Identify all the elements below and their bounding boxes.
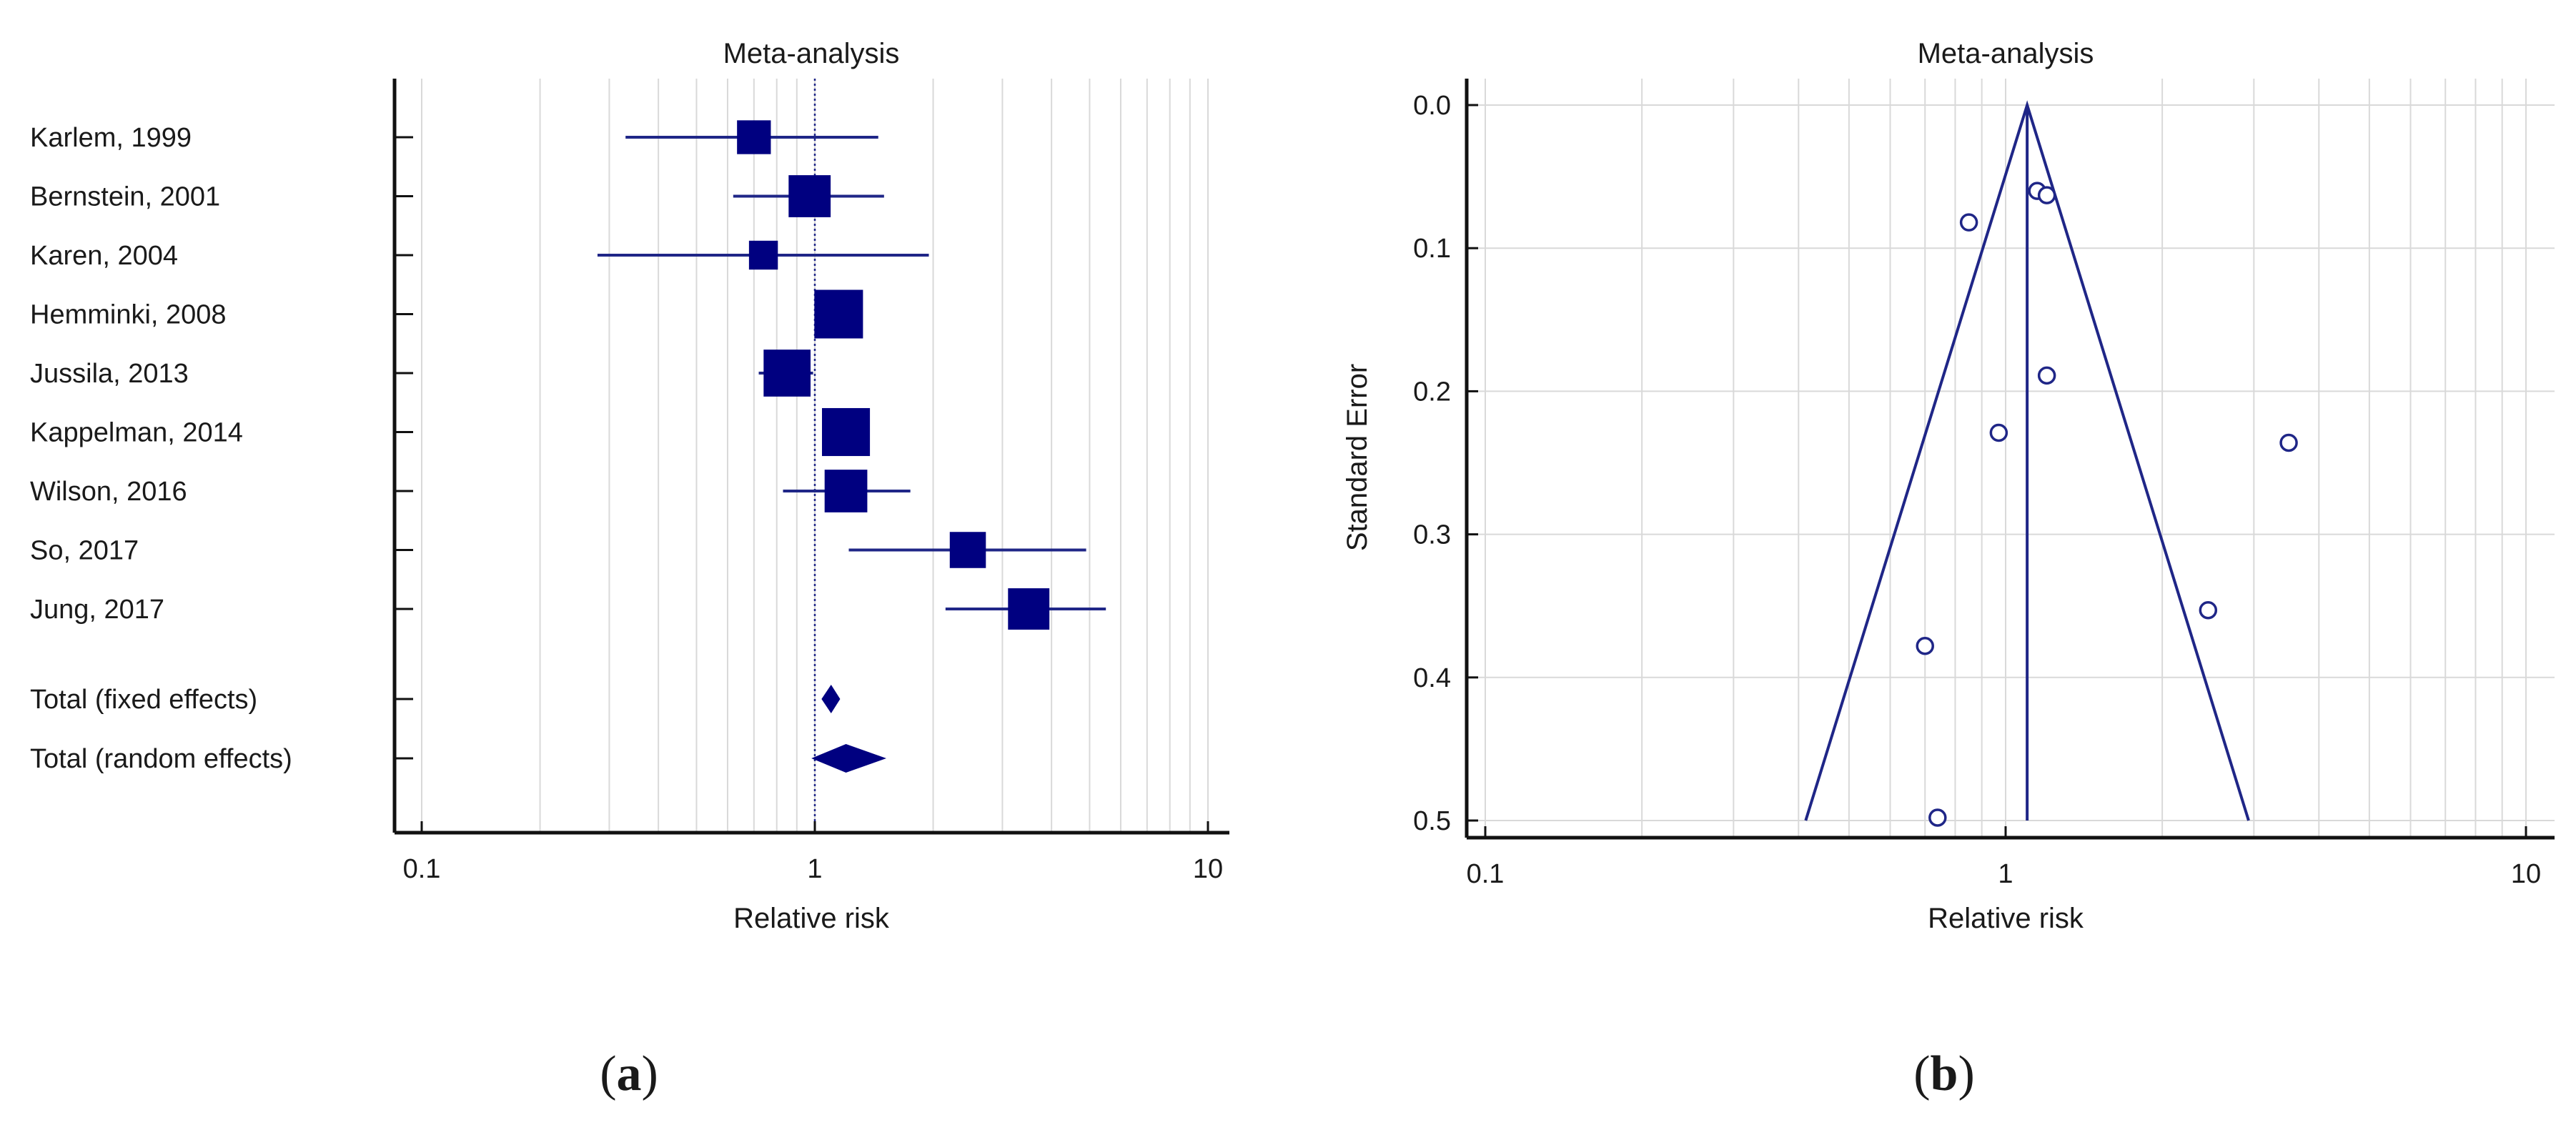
total-label: Total (random effects) (30, 744, 292, 774)
y-tick-label: 0.0 (1413, 91, 1451, 121)
panel-label-a: (a) (600, 1046, 658, 1101)
funnel-plot-title: Meta-analysis (1918, 38, 2094, 69)
study-row: Wilson, 2016 (30, 470, 911, 512)
study-row: Jung, 2017 (30, 588, 1106, 630)
effect-size-marker (748, 240, 778, 270)
study-label: Wilson, 2016 (30, 477, 187, 507)
study-point (1916, 637, 1934, 655)
study-row: Jussila, 2013 (30, 350, 813, 397)
effect-size-marker (788, 175, 831, 217)
study-point (2037, 366, 2056, 385)
study-point (2199, 600, 2218, 620)
effect-size-marker (814, 289, 863, 339)
study-label: Bernstein, 2001 (30, 182, 220, 212)
study-point (1959, 213, 1978, 232)
study-label: Karen, 2004 (30, 241, 178, 271)
y-tick-label: 0.2 (1413, 377, 1451, 407)
funnel-plot-y-axis-label: Standard Error (1342, 364, 1373, 551)
effect-size-marker (822, 407, 871, 457)
study-label: So, 2017 (30, 536, 139, 566)
study-point (1928, 808, 1947, 827)
panel-label-b: (b) (1913, 1046, 1975, 1101)
study-row: Hemminki, 2008 (30, 289, 863, 339)
total-label: Total (fixed effects) (30, 685, 257, 715)
x-tick-label: 1 (807, 854, 822, 884)
pooled-estimate-diamond (811, 744, 887, 773)
funnel-plot-gridlines (1467, 79, 2555, 838)
x-tick-label: 1 (1998, 859, 2013, 889)
forest-plot-x-axis-label: Relative risk (733, 903, 890, 934)
pooled-estimate-diamond (821, 685, 841, 713)
funnel-plot-x-axis-label: Relative risk (1928, 903, 2084, 934)
effect-size-marker (949, 532, 986, 568)
study-point (1989, 423, 2008, 442)
x-tick-label: 10 (2511, 859, 2541, 889)
total-row: Total (fixed effects) (30, 685, 841, 715)
forest-plot-totals: Total (fixed effects) Total (random effec… (30, 685, 887, 774)
study-row: Karlem, 1999 (30, 120, 878, 154)
x-tick-label: 0.1 (403, 854, 441, 884)
effect-size-marker (737, 120, 771, 154)
study-row: Kappelman, 2014 (30, 407, 871, 457)
total-row: Total (random effects) (30, 744, 887, 774)
panel-label-b-letter: b (1931, 1046, 1958, 1101)
forest-plot-axes: 0.1 1 10 (392, 79, 1229, 884)
y-tick-label: 0.3 (1413, 520, 1451, 550)
y-tick-label: 0.1 (1413, 234, 1451, 264)
effect-size-marker (824, 470, 868, 512)
study-point (2279, 433, 2298, 452)
study-label: Karlem, 1999 (30, 123, 192, 153)
funnel-plot-panel: 0.0 0.1 0.2 0.3 0.4 0.5 0.1 1 10 Meta-analysis R… (1342, 38, 2555, 1101)
study-label: Kappelman, 2014 (30, 418, 243, 448)
x-tick-label: 10 (1193, 854, 1223, 884)
y-tick-label: 0.5 (1413, 806, 1451, 836)
study-row: Bernstein, 2001 (30, 175, 884, 217)
y-tick-label: 0.4 (1413, 663, 1451, 693)
effect-size-marker (1008, 588, 1050, 630)
x-tick-label: 0.1 (1467, 859, 1505, 889)
funnel-plot-points (1916, 182, 2298, 827)
study-label: Jung, 2017 (30, 595, 164, 625)
funnel-plot-axes: 0.0 0.1 0.2 0.3 0.4 0.5 0.1 1 10 (1413, 79, 2555, 889)
study-label: Jussila, 2013 (30, 359, 189, 389)
study-row: So, 2017 (30, 532, 1086, 568)
forest-plot-panel: 0.1 1 10 Karlem, 1999 Bernstein, 2001 Karen,… (30, 38, 1229, 1101)
study-row: Karen, 2004 (30, 240, 929, 271)
panel-label-a-letter: a (617, 1046, 642, 1101)
forest-plot-title: Meta-analysis (723, 38, 900, 69)
study-point (2037, 186, 2056, 204)
study-label: Hemminki, 2008 (30, 300, 227, 330)
forest-plot-studies: Karlem, 1999 Bernstein, 2001 Karen, 2004 He… (30, 120, 1106, 630)
effect-size-marker (763, 350, 811, 397)
